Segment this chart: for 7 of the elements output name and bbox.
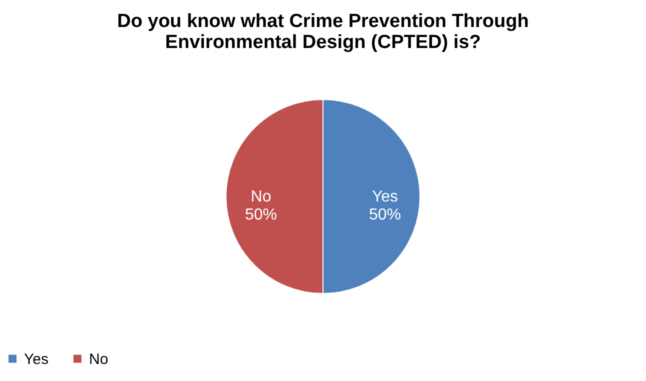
data-label: 50% — [244, 206, 278, 224]
slice-label: Yes — [372, 188, 398, 206]
chart-title: Do you know what Crime Prevention Through Environmental Design (CPTED) is? — [117, 11, 529, 53]
legend-label: No — [89, 350, 108, 368]
legend-label: Yes — [24, 350, 48, 368]
data-label: 50% — [368, 206, 402, 224]
slice-label: No — [250, 188, 272, 206]
